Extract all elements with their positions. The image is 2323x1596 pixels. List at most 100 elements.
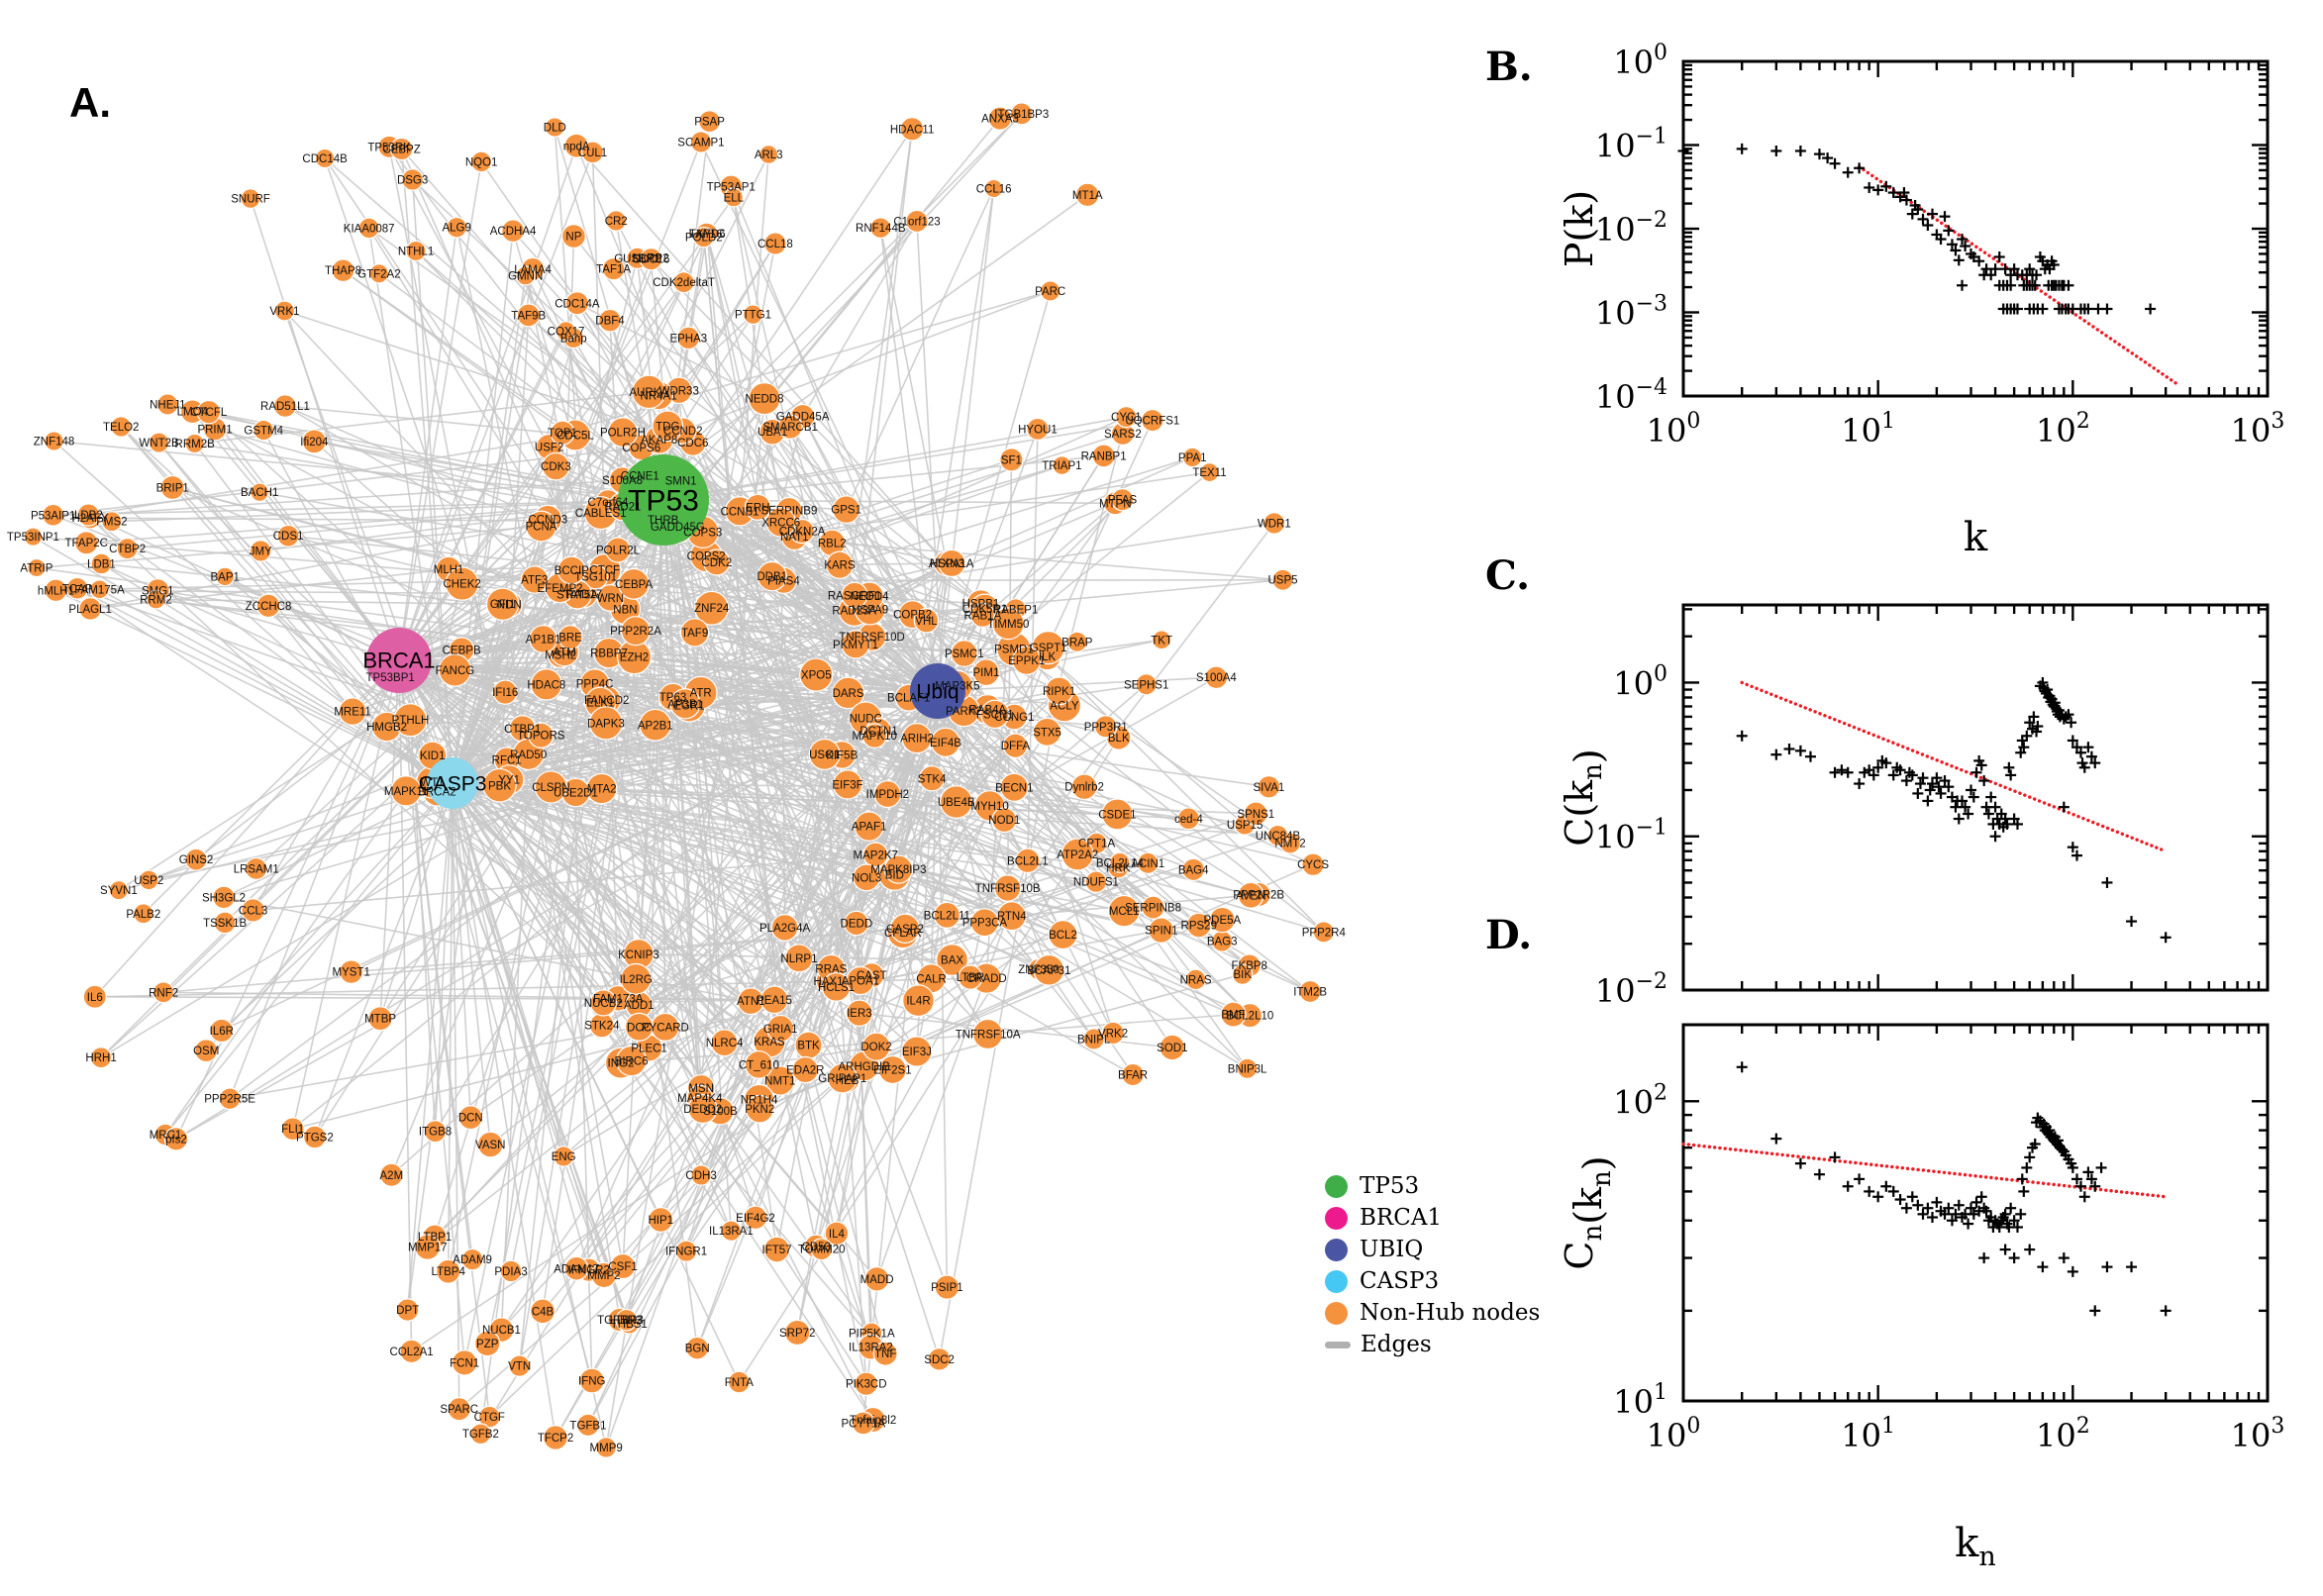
- y-tick-label: 101: [1613, 1380, 1667, 1421]
- network-node: [624, 1012, 655, 1042]
- network-node-label: VRK1: [269, 306, 299, 318]
- network-node: [1236, 1057, 1259, 1079]
- edge: [398, 659, 986, 673]
- network-node-label: MAPK10: [853, 731, 897, 743]
- edge: [969, 737, 1120, 978]
- network-node: [777, 414, 803, 440]
- network-node-label: GRIA1: [763, 1024, 798, 1036]
- network-node: [728, 1370, 751, 1394]
- network-node-label: ITGB8: [419, 1127, 452, 1139]
- network-node-label: ATRIP: [20, 563, 52, 575]
- network-node-label: GADD45G: [651, 522, 705, 534]
- network-node-label: DBF4: [595, 316, 625, 328]
- network-node-label: CYCS: [1297, 859, 1329, 871]
- network-node-label: TAF9B: [511, 310, 546, 322]
- network-node-label: TP53AP1: [707, 181, 756, 193]
- network-node-label: BCAP31: [1027, 965, 1070, 977]
- network-node: [972, 1018, 1004, 1050]
- edge: [398, 151, 594, 661]
- edge: [452, 782, 640, 955]
- network-node: [528, 722, 555, 748]
- network-node-label: TP53RK: [367, 142, 411, 153]
- network-node-label: COPS3: [683, 527, 722, 539]
- network-node-label: PIP5K1A: [849, 1328, 895, 1340]
- y-tick-label: 10−4: [1595, 375, 1667, 416]
- network-legend: TP53 BRCA1 UBIQ CASP3 Non-Hub nodes Edges: [1325, 1170, 1540, 1360]
- network-node: [609, 1252, 637, 1280]
- edge: [398, 659, 633, 1061]
- network-node: [851, 1411, 875, 1436]
- network-node-label: NHEJ1: [150, 399, 185, 411]
- network-node-label: ADD1: [624, 1000, 655, 1012]
- network-node: [1209, 906, 1236, 934]
- network-node-label: PSMD1: [994, 645, 1034, 656]
- plot-ticks: [1681, 1025, 2270, 1403]
- edge: [398, 659, 837, 988]
- edge: [398, 659, 867, 879]
- network-node-label: BCL2L11: [924, 910, 970, 922]
- network-node-label: COPS6: [622, 443, 660, 454]
- network-node-label: TNF: [874, 1348, 896, 1360]
- edge: [205, 782, 454, 1051]
- network-node: [213, 911, 237, 935]
- network-node: [1135, 673, 1158, 696]
- edge: [937, 188, 995, 692]
- network-node-label: FAM175A: [74, 584, 125, 596]
- network-node: [314, 148, 336, 169]
- network-node: [89, 579, 110, 600]
- edge: [452, 782, 590, 1270]
- network-node-label: BECN1: [995, 782, 1033, 794]
- network-node: [1141, 408, 1164, 433]
- edge: [398, 659, 919, 1002]
- network-node-label: NMT2: [1274, 839, 1305, 850]
- network-node-label: CDKN2A: [779, 527, 826, 539]
- network-node: [1159, 1034, 1186, 1061]
- network-node: [605, 210, 627, 232]
- network-node-label: MTA2: [587, 784, 617, 796]
- network-node-label: ATN1: [737, 996, 765, 1008]
- network-node-label: NR4A1: [641, 390, 677, 402]
- network-node-label: GPS1: [831, 505, 861, 517]
- network-node: [748, 382, 781, 416]
- network-node-label: MADD: [860, 1274, 894, 1286]
- network-node-label: EIF2S1: [873, 1065, 911, 1077]
- network-node-label: CDH3: [685, 1170, 716, 1182]
- network-node-label: HDAC11: [890, 124, 935, 136]
- edge: [452, 782, 472, 1118]
- network-node-label: CYC1: [1111, 412, 1142, 424]
- network-node-label: FNTA: [725, 1377, 755, 1389]
- network-node-label: DEDD2: [683, 1104, 722, 1116]
- network-node: [620, 962, 653, 995]
- network-node-label: COL2A1: [390, 1347, 434, 1358]
- network-node: [44, 578, 68, 603]
- network-node-label: IL6R: [210, 1026, 234, 1038]
- network-node: [457, 1105, 483, 1131]
- legend-color-swatch: [1325, 1174, 1348, 1198]
- network-node-label: EPHA3: [669, 333, 707, 345]
- network-node: [883, 854, 914, 884]
- network-node: [639, 248, 663, 271]
- network-node: [550, 420, 575, 446]
- network-node-label: ACDHA4: [490, 226, 537, 238]
- network-node-label: NEDD8: [746, 394, 784, 406]
- edge: [252, 659, 400, 911]
- network-node: [939, 785, 973, 819]
- network-node-label: RAB4A: [969, 705, 1007, 717]
- network-node: [844, 910, 869, 937]
- network-node-label: MRC1: [150, 1130, 182, 1142]
- network-node-label: IFT57: [762, 1245, 792, 1256]
- network-node: [687, 1094, 718, 1125]
- network-node-label: PPP3CA: [962, 918, 1008, 930]
- network-node-label: RNF144B: [856, 223, 906, 235]
- network-node-label: TEX11: [1192, 467, 1226, 479]
- legend-item-non-hub-nodes: Non-Hub nodes: [1325, 1297, 1540, 1329]
- network-node-label: BACH1: [241, 487, 278, 499]
- network-node-label: EIF3J: [902, 1047, 932, 1058]
- edge: [398, 659, 877, 1047]
- network-node-label: TOP1: [548, 428, 577, 440]
- edge: [157, 442, 651, 1049]
- network-node-label: THAP8: [325, 265, 361, 277]
- network-node-label: NBN: [613, 604, 637, 616]
- x-axis-label: k: [1964, 515, 1988, 560]
- network-node-label: NUDC: [850, 714, 882, 726]
